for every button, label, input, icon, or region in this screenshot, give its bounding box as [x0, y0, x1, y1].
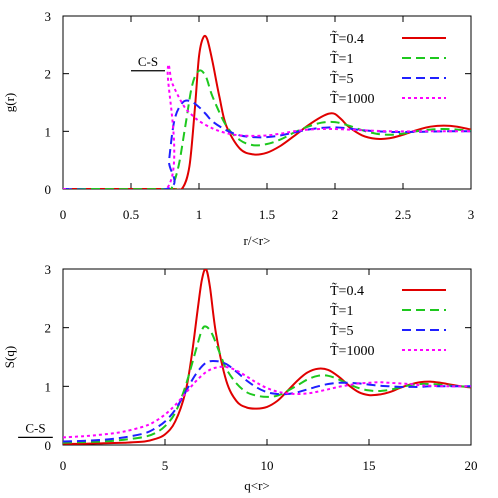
y-axis-label: S(q) — [2, 346, 17, 368]
legend-label: T̃=1 — [330, 302, 353, 319]
series-line-0 — [63, 269, 471, 445]
series-line-2 — [63, 359, 471, 443]
x-tick-label: 5 — [162, 458, 169, 473]
series-line-3 — [63, 63, 471, 189]
y-tick-label: 3 — [45, 9, 52, 24]
x-tick-label: 15 — [363, 458, 376, 473]
y-tick-label: 0 — [45, 438, 52, 453]
y-tick-label: 2 — [45, 321, 52, 336]
x-tick-label: 2 — [332, 207, 339, 222]
legend-label: T̃=5 — [330, 322, 353, 339]
series-line-2 — [63, 99, 471, 189]
x-axis-label: r/<r> — [244, 233, 271, 248]
x-tick-label: 1 — [196, 207, 203, 222]
legend-label: T̃=0.4 — [330, 282, 364, 299]
sq-panel: 0 5 10 15 20 0 1 2 3 q<r> S(q) T̃=0.4 T̃=1 T̃=5 T̃=100… — [2, 262, 478, 493]
x-tick-label: 0 — [60, 207, 67, 222]
x-tick-label: 1.5 — [259, 207, 275, 222]
series-line-1 — [63, 325, 471, 444]
legend-label: T̃=1000 — [330, 90, 374, 107]
legend-label: T̃=0.4 — [330, 30, 364, 47]
x-tick-label: 0 — [60, 458, 67, 473]
x-tick-label: 0.5 — [123, 207, 139, 222]
series-line-3 — [63, 365, 471, 439]
y-tick-label: 1 — [45, 379, 52, 394]
y-axis-label: g(r) — [2, 93, 17, 113]
y-tick-label: 1 — [45, 124, 52, 139]
legend-label: T̃=1000 — [330, 342, 374, 359]
legend-label: T̃=5 — [330, 70, 353, 87]
y-tick-label: 0 — [45, 182, 52, 197]
cs-annotation-label: C-S — [25, 420, 45, 435]
series-line-1 — [63, 69, 471, 189]
x-tick-label: 2.5 — [395, 207, 411, 222]
x-tick-label: 10 — [261, 458, 274, 473]
y-tick-label: 2 — [45, 67, 52, 82]
plot-frame — [62, 268, 472, 446]
x-axis-label: q<r> — [244, 478, 270, 493]
series-line-0 — [63, 34, 471, 189]
cs-annotation-label: C-S — [138, 54, 158, 69]
plot-frame — [62, 15, 472, 190]
x-tick-label: 3 — [468, 207, 475, 222]
gr-panel: 0 0.5 1 1.5 2 2.5 3 0 1 2 3 r/<r> g(r) T̃=0.4 T̃=1 T̃=5… — [2, 9, 474, 248]
y-tick-label: 3 — [45, 262, 52, 277]
x-tick-label: 20 — [465, 458, 478, 473]
legend-label: T̃=1 — [330, 50, 353, 67]
